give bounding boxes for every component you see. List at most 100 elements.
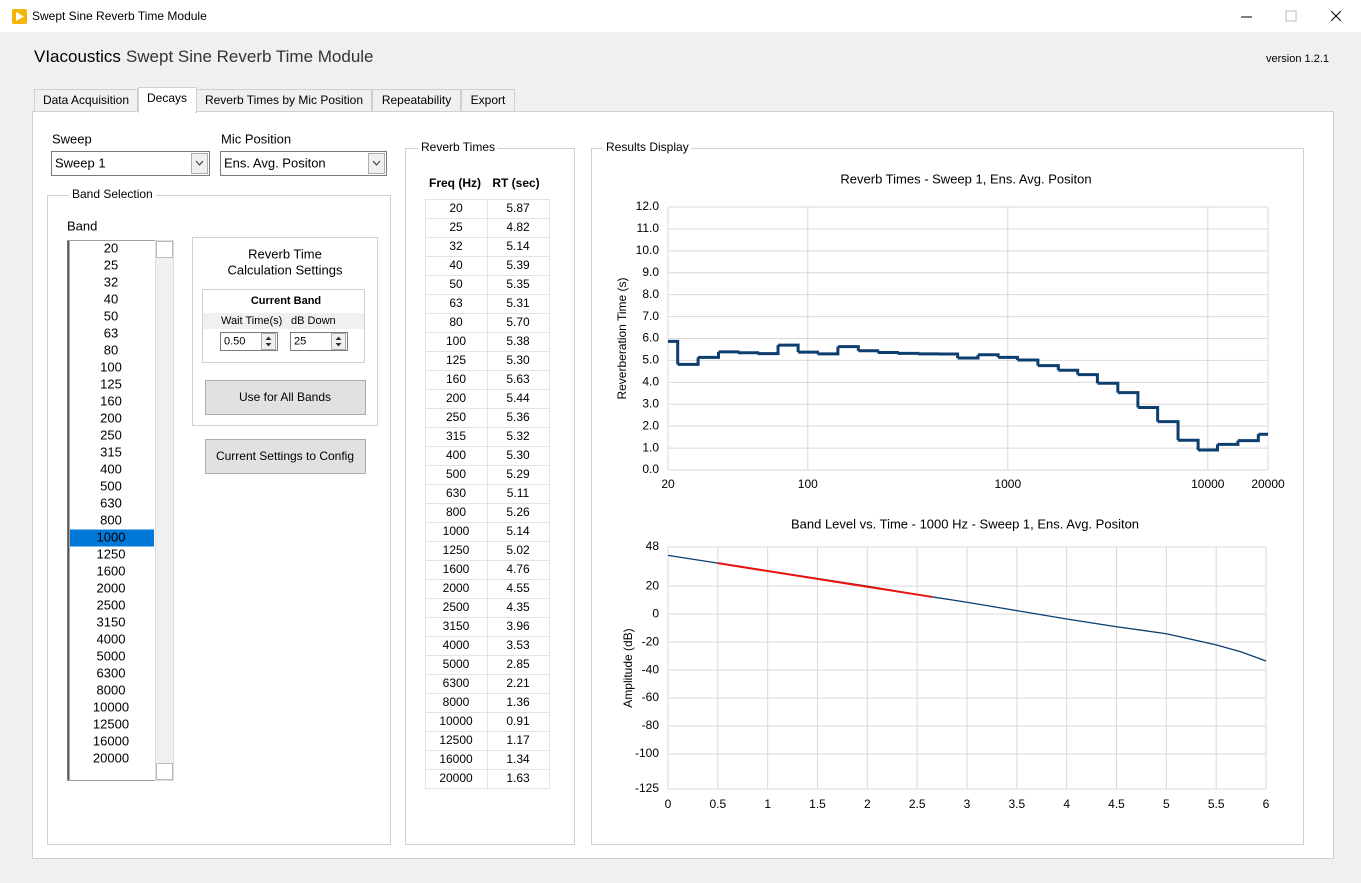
band-item[interactable]: 315 — [100, 444, 122, 459]
rt-step — [858, 349, 880, 353]
y-tick-label: -20 — [642, 634, 660, 648]
dropdown[interactable] — [220, 151, 387, 176]
freq-cell: 2000 — [443, 581, 470, 595]
band-item[interactable]: 20 — [104, 240, 118, 255]
rt-cell: 5.35 — [506, 277, 530, 291]
tab[interactable] — [461, 89, 515, 112]
band-item[interactable]: 12500 — [93, 716, 129, 731]
band-item[interactable]: 20000 — [93, 750, 129, 765]
results-display-title: Results Display — [606, 140, 689, 154]
header-title: Swept Sine Reverb Time Module — [126, 47, 374, 66]
close-button[interactable] — [1330, 10, 1342, 22]
rt-cell: 5.44 — [506, 391, 530, 405]
rt-step — [1058, 368, 1080, 375]
freq-cell: 4000 — [443, 638, 470, 652]
current-band-header — [203, 313, 364, 329]
rt-cell: 5.87 — [506, 201, 530, 215]
dropdown-value[interactable]: Sweep 1 — [55, 155, 106, 170]
freq-cell: 3150 — [443, 619, 470, 633]
db-input-spin-arrows — [335, 336, 342, 347]
band-item[interactable]: 10000 — [93, 699, 129, 714]
scroll-down[interactable] — [156, 763, 173, 780]
tab-label[interactable]: Repeatability — [382, 93, 451, 107]
band-item[interactable]: 3150 — [97, 614, 126, 629]
db-input-spin[interactable] — [331, 333, 346, 350]
rt-step — [937, 352, 960, 359]
freq-cell: 50 — [449, 277, 463, 291]
band-item[interactable]: 800 — [100, 512, 122, 527]
x-tick-label: 20000 — [1251, 477, 1285, 491]
y-tick-label: 48 — [646, 539, 660, 553]
band-item[interactable]: 1250 — [97, 546, 126, 561]
freq-cell: 800 — [446, 505, 466, 519]
tab[interactable] — [372, 89, 461, 112]
rt-step — [778, 343, 800, 353]
rt-cell: 5.63 — [506, 372, 530, 386]
band-item[interactable]: 25 — [104, 257, 118, 272]
band-label: Band — [67, 218, 97, 233]
band-item[interactable]: 125 — [100, 376, 122, 391]
y-tick-label: -100 — [635, 746, 659, 760]
y-tick-label: 9.0 — [642, 265, 659, 279]
rt-cell: 5.14 — [506, 239, 530, 253]
band-item[interactable]: 500 — [100, 478, 122, 493]
use-all-button-label[interactable]: Use for All Bands — [239, 390, 331, 404]
band-item[interactable]: 5000 — [97, 648, 126, 663]
freq-cell: 200 — [446, 391, 466, 405]
freq-cell: 1250 — [443, 543, 470, 557]
wait-input-value[interactable]: 0.50 — [224, 335, 245, 347]
x-tick-label: 3 — [964, 797, 971, 811]
band-item[interactable]: 400 — [100, 461, 122, 476]
band-item[interactable]: 32 — [104, 274, 118, 289]
band-item[interactable]: 2000 — [97, 580, 126, 595]
band-item[interactable]: 2500 — [97, 597, 126, 612]
use-all-button[interactable] — [205, 380, 366, 415]
tab-label[interactable]: Export — [471, 93, 506, 107]
band-item[interactable]: 6300 — [97, 665, 126, 680]
band-item[interactable]: 8000 — [97, 682, 126, 697]
wait-input-spin[interactable] — [261, 333, 276, 350]
tab[interactable] — [34, 89, 138, 112]
rt-step — [718, 350, 740, 354]
band-item[interactable]: 50 — [104, 308, 118, 323]
band-item[interactable]: 100 — [100, 359, 122, 374]
config-button-label[interactable]: Current Settings to Config — [216, 449, 354, 463]
x-tick-label: 10000 — [1191, 477, 1225, 491]
dropdown-button[interactable] — [191, 153, 208, 174]
band-item[interactable]: 630 — [100, 495, 122, 510]
current-band-title: Current Band — [251, 295, 321, 307]
rt-step — [817, 346, 840, 356]
rt-step — [737, 351, 760, 355]
rt-cell: 4.82 — [506, 220, 530, 234]
band-item[interactable]: 40 — [104, 291, 118, 306]
tab-label[interactable]: Decays — [147, 91, 187, 105]
band-item[interactable]: 63 — [104, 325, 118, 340]
db-input-value[interactable]: 25 — [294, 335, 306, 347]
band-item[interactable]: 160 — [100, 393, 122, 408]
x-tick-label: 0.5 — [709, 797, 726, 811]
rt-step — [998, 355, 1019, 360]
band-item[interactable]: 80 — [104, 342, 118, 357]
band-item[interactable]: 1000 — [97, 529, 126, 544]
band-item[interactable]: 1600 — [97, 563, 126, 578]
scroll-up[interactable] — [156, 241, 173, 258]
tab-label[interactable]: Data Acquisition — [43, 93, 129, 107]
band-selected — [70, 529, 154, 547]
rt-cell: 5.14 — [506, 524, 530, 538]
config-button[interactable] — [205, 439, 366, 474]
tab-label[interactable]: Reverb Times by Mic Position — [205, 93, 363, 107]
band-item[interactable]: 16000 — [93, 733, 129, 748]
rt-step — [1097, 381, 1120, 393]
dropdown-button[interactable] — [368, 153, 385, 174]
y-tick-label: 10.0 — [636, 243, 660, 257]
band-item[interactable]: 4000 — [97, 631, 126, 646]
band-item[interactable]: 250 — [100, 427, 122, 442]
dropdown[interactable] — [51, 151, 210, 176]
dropdown-value[interactable]: Ens. Avg. Positon — [224, 155, 326, 170]
freq-cell: 1600 — [443, 562, 470, 576]
freq-cell: 40 — [449, 258, 463, 272]
band-item[interactable]: 200 — [100, 410, 122, 425]
tab[interactable] — [196, 89, 372, 112]
rt-cell: 1.63 — [506, 771, 530, 785]
band-selection — [47, 195, 391, 845]
